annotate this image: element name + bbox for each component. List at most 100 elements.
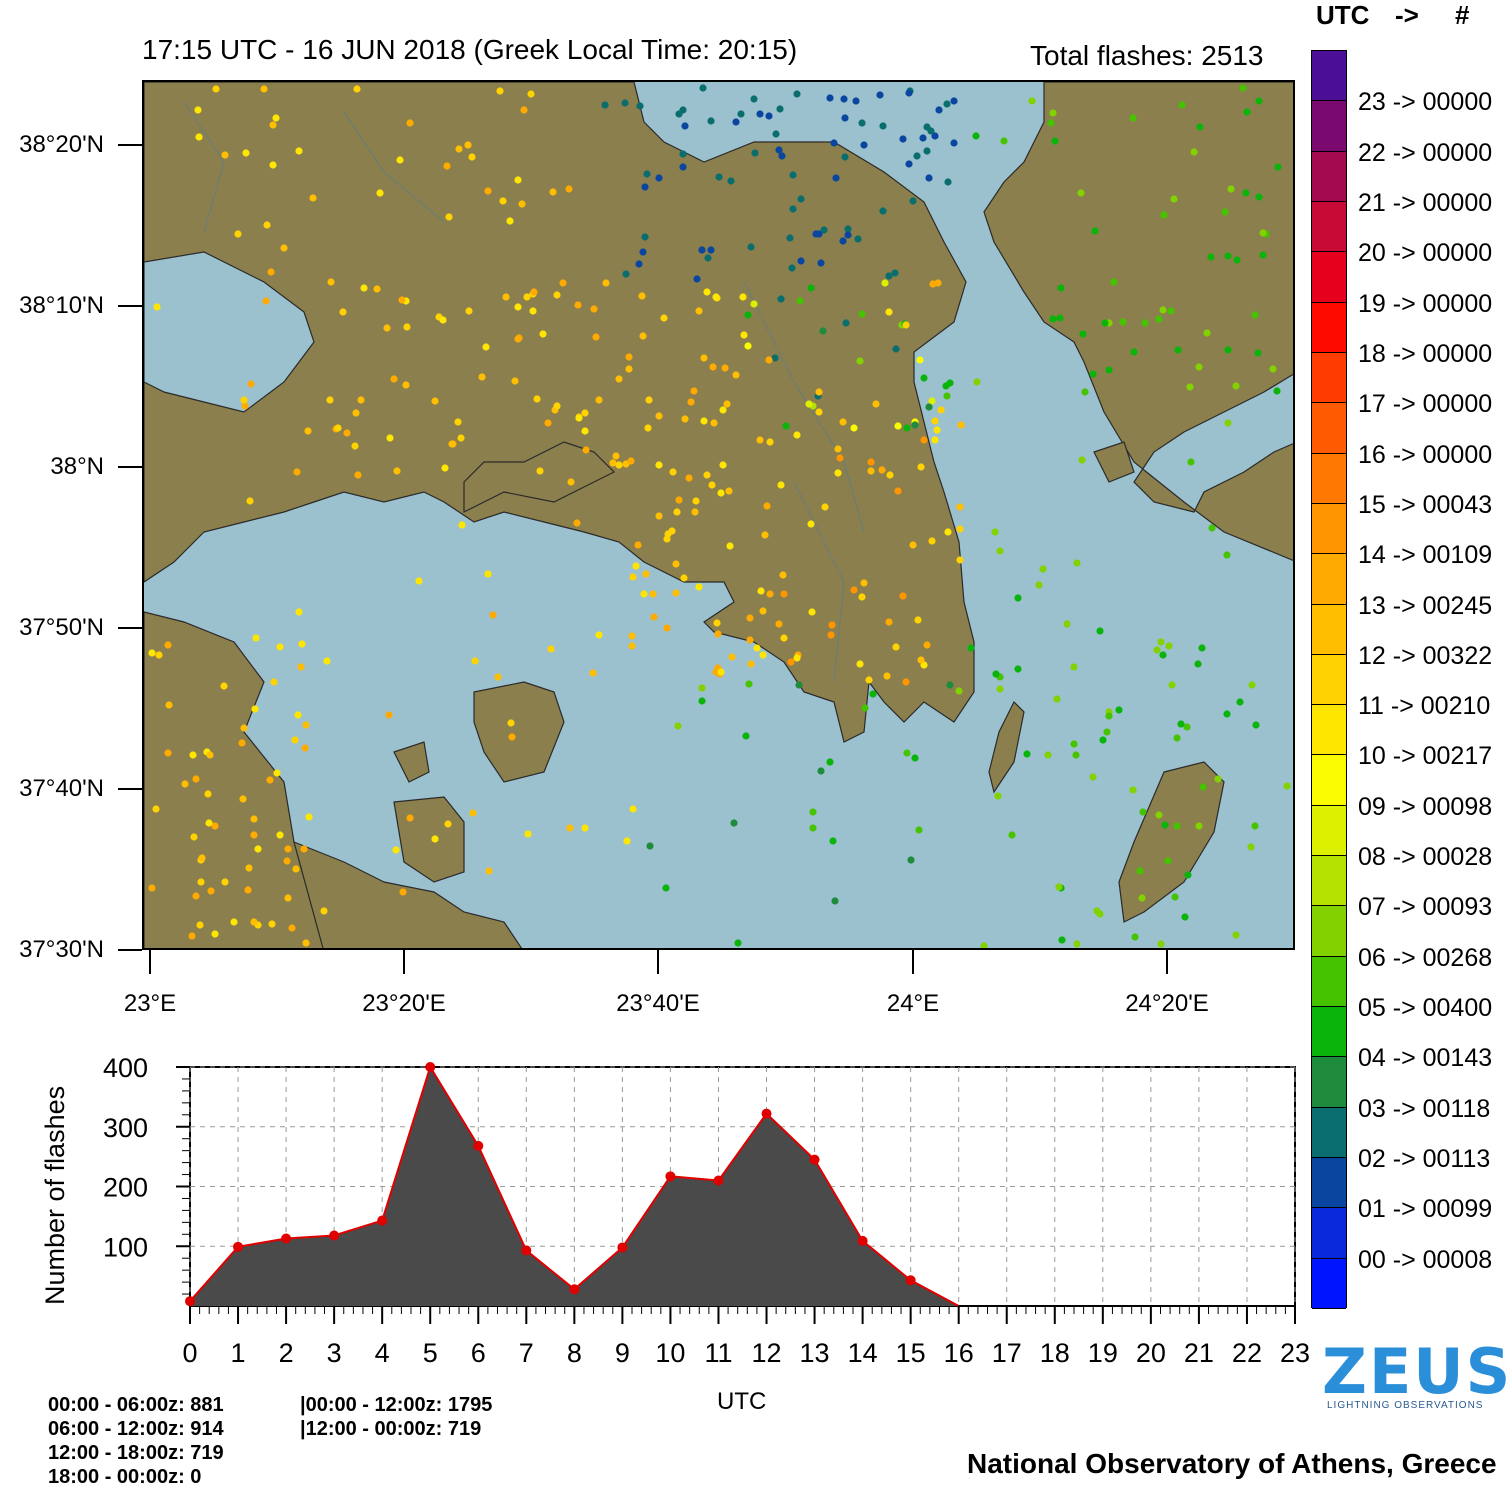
legend-entry-label: 13 -> 00245 <box>1358 591 1493 620</box>
flash-dot <box>664 530 672 538</box>
flash-dot <box>1187 458 1195 466</box>
stat-line: 18:00 - 00:00z: 0 <box>48 1466 202 1488</box>
legend-swatch <box>1312 1208 1346 1259</box>
flash-dot <box>867 458 875 466</box>
flash-dot <box>779 571 787 579</box>
flash-dot <box>1157 638 1165 646</box>
data-point <box>665 1171 676 1182</box>
flash-dot <box>629 805 637 813</box>
legend-entry-label: 07 -> 00093 <box>1358 893 1493 922</box>
flash-dot <box>899 135 907 143</box>
flash-dot <box>1194 660 1202 668</box>
flash-dot <box>518 200 526 208</box>
flash-dot <box>239 795 247 803</box>
flash-dot <box>950 139 958 147</box>
legend-entry-label: 10 -> 00217 <box>1358 742 1493 771</box>
flash-dot <box>1070 740 1078 748</box>
flash-dot <box>759 651 767 659</box>
flash-dot <box>294 711 302 719</box>
flash-dot <box>1232 931 1240 939</box>
flash-dot <box>700 354 708 362</box>
legend-entry-label: 12 -> 00322 <box>1358 641 1493 670</box>
flash-dot <box>494 673 502 681</box>
flash-dot <box>415 577 423 585</box>
x-tick-label: 9 <box>615 1338 630 1368</box>
flash-dot <box>634 541 642 549</box>
flash-dot <box>646 842 654 850</box>
flash-dot <box>267 268 275 276</box>
data-point <box>713 1175 724 1186</box>
flash-dot <box>207 887 215 895</box>
legend-entry-label: 23 -> 00000 <box>1358 88 1493 117</box>
flash-dot <box>507 719 515 727</box>
flash-dot <box>295 608 303 616</box>
flash-dot <box>246 497 254 505</box>
flash-dot <box>765 112 773 120</box>
flash-dot <box>581 409 589 417</box>
flash-dot <box>592 333 600 341</box>
flash-dot <box>878 466 886 474</box>
flash-dot <box>300 845 308 853</box>
flash-dot <box>698 697 706 705</box>
flash-dot <box>680 574 688 582</box>
flash-dot <box>221 151 229 159</box>
legend-swatch <box>1312 805 1346 857</box>
flash-dot <box>615 461 623 469</box>
flash-dot <box>1110 278 1118 286</box>
data-point <box>905 1275 916 1286</box>
flash-dot <box>832 174 840 182</box>
flash-dot <box>406 119 414 127</box>
landmass <box>144 82 1293 948</box>
flash-dot <box>1089 370 1097 378</box>
flash-dot <box>1093 907 1101 915</box>
lon-label: 23°E <box>123 990 177 1017</box>
flash-dot <box>917 463 925 471</box>
flash-dot <box>1171 893 1179 901</box>
flash-dot <box>1164 857 1172 865</box>
flash-dot <box>260 85 268 93</box>
flash-dot <box>1224 419 1232 427</box>
flash-dot <box>641 233 649 241</box>
flash-dot <box>625 353 633 361</box>
flash-dot <box>763 502 771 510</box>
logo-subtitle: LIGHTNING OBSERVATIONS <box>1327 1400 1484 1411</box>
flash-dot <box>772 130 780 138</box>
flash-dot <box>655 461 663 469</box>
flash-dot <box>782 422 790 430</box>
flash-dot <box>270 678 278 686</box>
flash-dot <box>1221 208 1229 216</box>
flash-dot <box>357 396 365 404</box>
flash-dot <box>641 183 649 191</box>
flash-dot <box>520 106 528 114</box>
flash-dot <box>776 105 784 113</box>
x-tick-label: 19 <box>1088 1338 1118 1368</box>
data-point <box>281 1233 292 1244</box>
flash-dot <box>485 867 493 875</box>
flash-dot <box>399 888 407 896</box>
flash-dot <box>698 246 706 254</box>
flash-dot <box>544 419 552 427</box>
flash-dot <box>1184 871 1192 879</box>
flash-dot <box>602 279 610 287</box>
x-tick-label: 2 <box>279 1338 294 1368</box>
flash-dot <box>343 429 351 437</box>
legend-swatch <box>1312 906 1346 957</box>
flash-dot <box>195 133 203 141</box>
flash-dot <box>992 670 1000 678</box>
flash-dot <box>815 388 823 396</box>
legend-entry-label: 14 -> 00109 <box>1358 541 1493 570</box>
flash-dot <box>919 134 927 142</box>
flash-dot <box>1252 721 1260 729</box>
x-tick-label: 6 <box>471 1338 486 1368</box>
flash-dot <box>927 127 935 135</box>
legend-swatch <box>1312 554 1346 605</box>
flash-dot <box>778 152 786 160</box>
flash-dot <box>916 356 924 364</box>
flash-dot <box>933 426 941 434</box>
flash-dot <box>1223 551 1231 559</box>
flash-dot <box>284 845 292 853</box>
flash-dot <box>911 421 919 429</box>
flash-dot <box>655 412 663 420</box>
flash-dot <box>1255 97 1263 105</box>
stats-left: 00:00 - 06:00z: 881 06:00 - 12:00z: 914 … <box>48 1393 224 1489</box>
